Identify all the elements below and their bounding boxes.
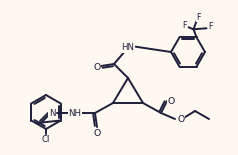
Text: O: O bbox=[167, 97, 175, 106]
Text: F: F bbox=[196, 13, 201, 22]
Text: F: F bbox=[208, 22, 213, 31]
Text: N: N bbox=[49, 108, 55, 117]
Text: NH: NH bbox=[69, 108, 81, 117]
Text: F: F bbox=[182, 21, 187, 30]
Text: Cl: Cl bbox=[42, 135, 50, 144]
Text: O: O bbox=[93, 62, 101, 71]
Text: HN: HN bbox=[122, 44, 134, 53]
Text: O: O bbox=[93, 128, 101, 137]
Text: O: O bbox=[177, 115, 185, 124]
